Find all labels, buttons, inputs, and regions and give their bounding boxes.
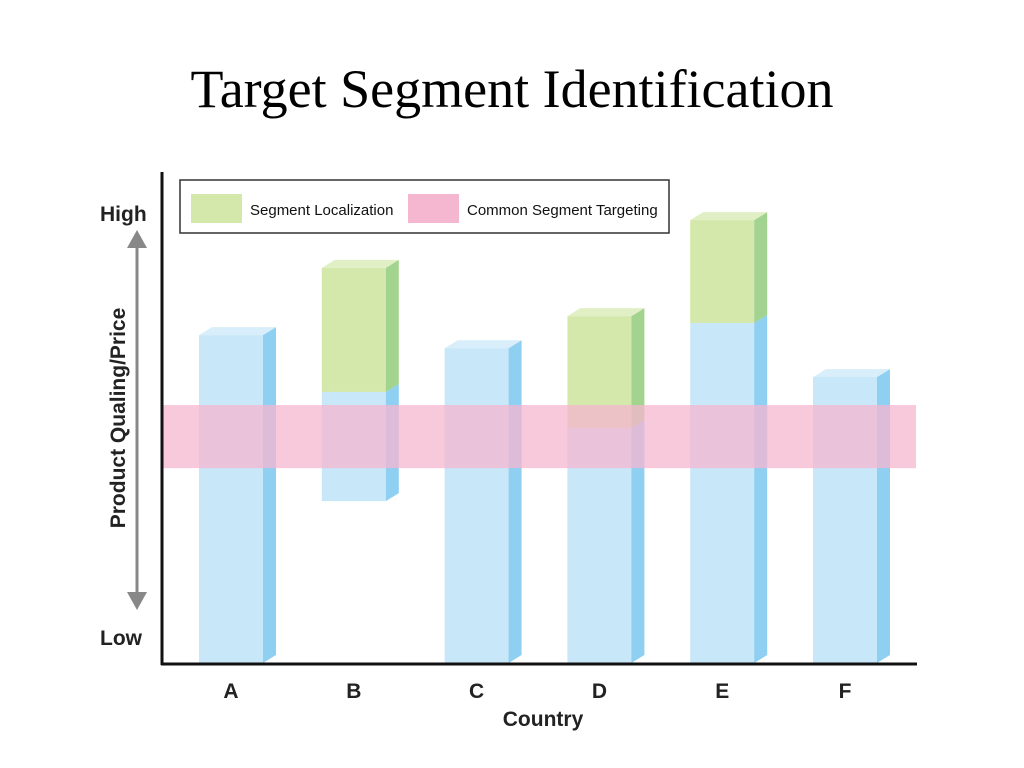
chart-title: Target Segment Identification bbox=[190, 59, 834, 119]
legend-swatch-segment-localization bbox=[191, 194, 242, 223]
bar-side bbox=[754, 314, 768, 663]
legend-label-segment-localization: Segment Localization bbox=[250, 202, 393, 219]
bar-side bbox=[631, 308, 645, 429]
bar-A-range bbox=[199, 327, 276, 663]
bar-B-segment-localization bbox=[321, 259, 399, 392]
legend-label-common-segment-targeting: Common Segment Targeting bbox=[467, 202, 658, 219]
x-tick-C: C bbox=[469, 680, 484, 703]
x-tick-A: A bbox=[223, 680, 238, 703]
bar-C-range bbox=[444, 340, 522, 663]
bar-side bbox=[263, 327, 276, 663]
x-axis-label: Country bbox=[503, 708, 584, 731]
y-low-label: Low bbox=[100, 627, 143, 650]
bar-front bbox=[199, 335, 263, 663]
bar-E-range bbox=[690, 314, 768, 663]
legend: Segment Localization Common Segment Targ… bbox=[179, 179, 670, 234]
x-tick-F: F bbox=[839, 680, 852, 703]
bar-top bbox=[813, 369, 890, 378]
bar-front bbox=[321, 267, 386, 392]
x-tick-labels: A B C D E F bbox=[223, 680, 851, 703]
y-high-label: High bbox=[100, 203, 147, 226]
y-axis-label: Product Qualing/Price bbox=[107, 308, 130, 529]
bar-top bbox=[444, 340, 522, 349]
x-tick-E: E bbox=[715, 680, 729, 703]
bar-side bbox=[385, 259, 399, 392]
bar-front bbox=[690, 322, 755, 663]
common-segment-band bbox=[163, 405, 916, 469]
bar-side bbox=[508, 340, 522, 663]
x-tick-B: B bbox=[346, 680, 361, 703]
bar-side bbox=[631, 420, 645, 663]
bar-top bbox=[321, 259, 399, 268]
bar-side bbox=[754, 212, 768, 323]
band-group bbox=[163, 405, 916, 469]
bar-top bbox=[567, 308, 645, 317]
bar-E-segment-localization bbox=[690, 212, 768, 323]
bar-front bbox=[444, 348, 509, 663]
bar-top bbox=[690, 212, 768, 221]
legend-swatch-common-segment-targeting bbox=[408, 194, 459, 223]
x-tick-D: D bbox=[592, 680, 607, 703]
bar-top bbox=[199, 327, 276, 336]
double-arrow-icon bbox=[127, 230, 147, 610]
bar-front bbox=[690, 220, 755, 323]
